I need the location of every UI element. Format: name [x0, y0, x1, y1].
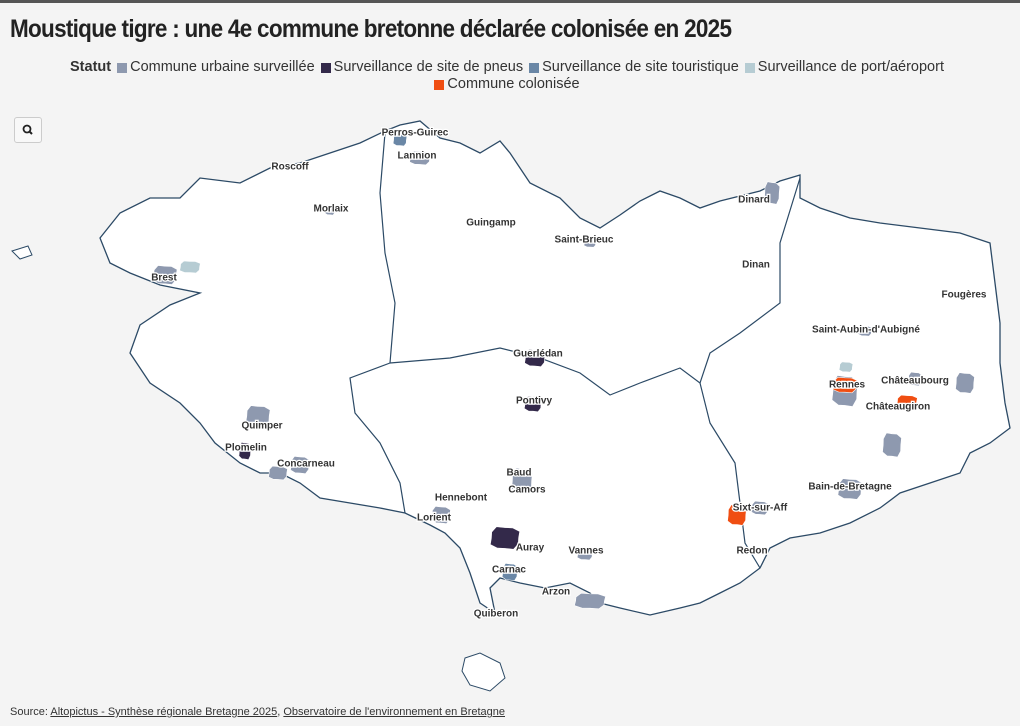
- commune-shape: [511, 467, 533, 495]
- place-label: Châteaubourg: [881, 376, 949, 387]
- place-label: Concarneau: [277, 459, 335, 470]
- legend-swatch: [744, 62, 755, 73]
- place-label: Guerlédan: [513, 349, 562, 360]
- legend-label: Commune urbaine surveillée: [130, 59, 315, 75]
- place-label: Perros-Guirec: [382, 128, 449, 139]
- legend-item: Commune colonisée: [434, 76, 580, 93]
- title: Moustique tigre : une 4e commune bretonn…: [10, 15, 732, 43]
- commune-shape: [489, 526, 521, 550]
- legend-item: Surveillance de site de pneus: [320, 59, 524, 76]
- legend-swatch: [320, 62, 331, 73]
- place-labels: Perros-Guirec Lannion Roscoff Morlaix Guinga…: [150, 126, 988, 621]
- place-label: Quiberon: [474, 609, 518, 620]
- search-icon: [22, 124, 33, 135]
- department-border: [379, 132, 396, 364]
- department-border: [389, 347, 701, 396]
- legend-swatch: [434, 79, 445, 90]
- source-link[interactable]: Altopictus - Synthèse régionale Bretagne…: [50, 706, 278, 718]
- legend-title: Statut: [70, 59, 112, 75]
- commune-shape: [409, 150, 431, 166]
- department-border: [699, 177, 801, 384]
- communes: [152, 133, 975, 610]
- commune-shape: [574, 592, 606, 610]
- legend-label: Surveillance de site touristique: [542, 59, 739, 75]
- place-label: Dinard: [738, 195, 770, 206]
- place-label: Saint-Aubin-d'Aubigné: [812, 325, 920, 336]
- source-link[interactable]: Observatoire de l'environnement en Breta…: [283, 706, 505, 718]
- place-label: Bain-de-Bretagne: [808, 482, 892, 493]
- place-label: Redon: [736, 546, 767, 557]
- commune-shape: [838, 361, 854, 373]
- place-label: Baud: [507, 468, 532, 479]
- commune-shape: [882, 432, 902, 458]
- place-label: Hennebont: [435, 493, 488, 504]
- source-label: Source:: [10, 706, 48, 718]
- department-border: [349, 362, 406, 514]
- commune-shape: [238, 441, 252, 461]
- place-label: Fougères: [941, 290, 986, 301]
- region-outline: [99, 120, 1011, 616]
- commune-shape: [955, 372, 975, 394]
- commune-shape: [750, 500, 770, 516]
- legend-item: Surveillance de site touristique: [529, 59, 739, 76]
- commune-shape: [268, 465, 288, 481]
- place-label: Sixt-sur-Aff: [733, 503, 788, 514]
- place-label: Rennes: [829, 380, 866, 391]
- place-label: Saint-Brieuc: [555, 235, 614, 246]
- commune-shape: [907, 371, 923, 387]
- legend-label: Surveillance de site de pneus: [333, 59, 524, 75]
- place-label: Lorient: [417, 513, 452, 524]
- commune-shape: [431, 505, 451, 525]
- commune-shape: [896, 394, 918, 410]
- legend: Statut Commune urbaine surveillée Surveill…: [40, 59, 980, 93]
- place-label: Plomelin: [225, 443, 267, 454]
- commune-shape: [727, 504, 747, 526]
- commune-shape: [179, 260, 201, 274]
- legend-item: Surveillance de port/aéroport: [744, 59, 944, 76]
- commune-shape: [524, 348, 546, 368]
- legend-item: Commune urbaine surveillée: [117, 59, 315, 76]
- place-label: Roscoff: [271, 162, 309, 173]
- legend-swatch: [117, 62, 128, 73]
- place-label: Dinan: [742, 260, 770, 271]
- place-label: Brest: [151, 273, 177, 284]
- place-label: Carnac: [492, 565, 526, 576]
- commune-shape: [290, 455, 310, 475]
- place-label: Vannes: [568, 546, 603, 557]
- commune-shape: [152, 265, 178, 285]
- department-borders: [349, 132, 801, 569]
- commune-shape: [523, 395, 543, 413]
- legend-swatch: [529, 62, 540, 73]
- source-separator: ,: [277, 706, 284, 718]
- commune-shape: [763, 181, 781, 205]
- island: [11, 245, 33, 260]
- commune-shape: [576, 547, 594, 561]
- commune-shape: [837, 478, 863, 500]
- source: Source: Altopictus - Synthèse régionale …: [10, 706, 505, 718]
- commune-shape: [583, 238, 597, 248]
- place-label: Auray: [516, 543, 545, 554]
- department-border: [699, 382, 761, 569]
- map: Perros-Guirec Lannion Roscoff Morlaix Guinga…: [11, 120, 1011, 692]
- place-label: Châteaugiron: [866, 402, 930, 413]
- place-label: Quimper: [241, 421, 282, 432]
- place-label: Morlaix: [313, 204, 348, 215]
- legend-label: Surveillance de port/aéroport: [757, 59, 944, 75]
- commune-shape: [392, 133, 408, 147]
- island: [461, 652, 506, 692]
- commune-shape: [501, 562, 519, 582]
- place-label: Arzon: [542, 587, 570, 598]
- commune-shape: [857, 325, 873, 337]
- place-label: Lannion: [398, 151, 437, 162]
- place-label: Guingamp: [466, 218, 515, 229]
- search-button[interactable]: [14, 117, 42, 143]
- commune-shape: [832, 376, 858, 394]
- commune-shape: [324, 204, 336, 216]
- commune-shape: [245, 405, 271, 427]
- legend-label: Commune colonisée: [447, 76, 580, 92]
- place-label: Camors: [508, 485, 546, 496]
- place-label: Pontivy: [516, 396, 553, 407]
